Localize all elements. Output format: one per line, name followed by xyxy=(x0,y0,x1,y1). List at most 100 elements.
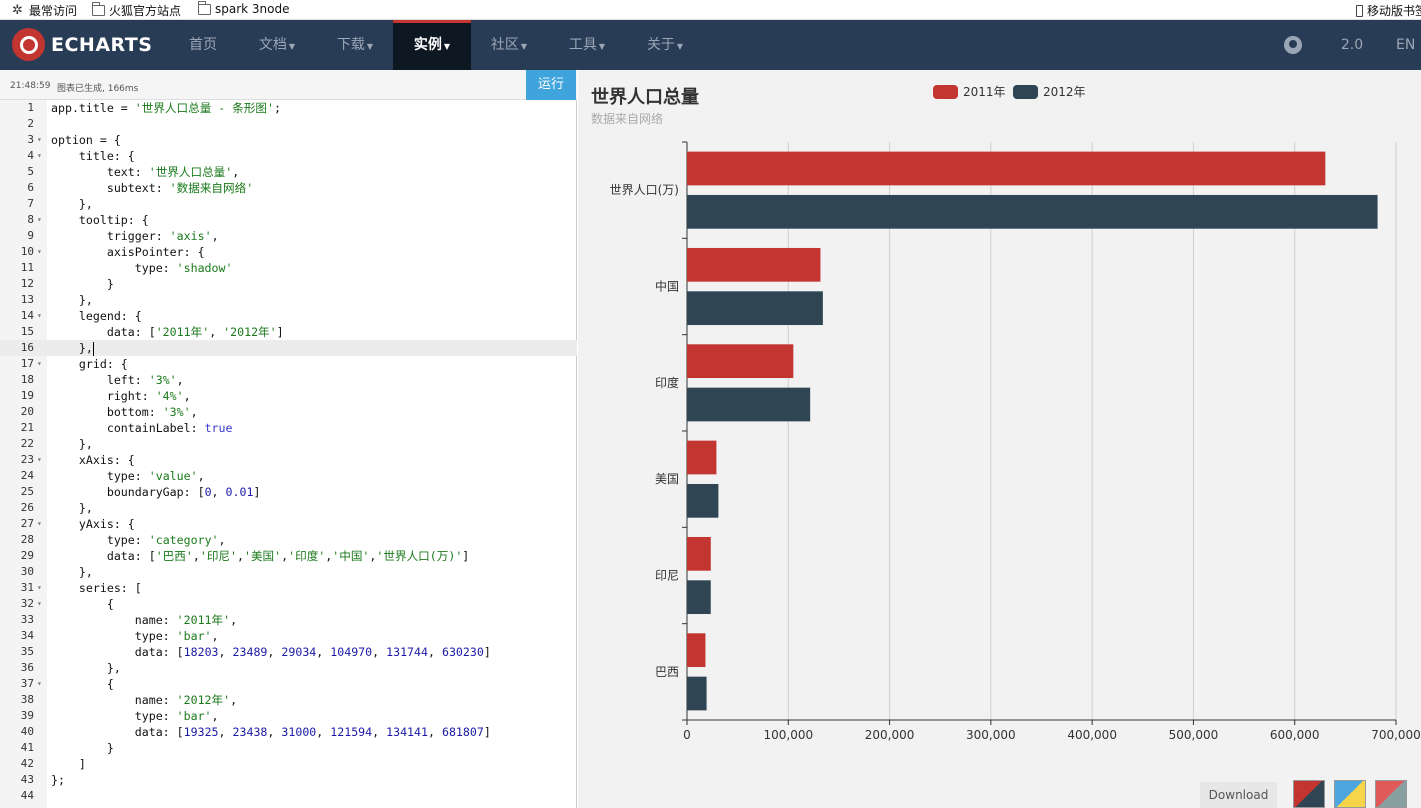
code-line[interactable]: 31 ▾ series: [ xyxy=(0,580,577,596)
code-line[interactable]: 40 data: [19325, 23438, 31000, 121594, 1… xyxy=(0,724,577,740)
theme-light-thumbnail[interactable] xyxy=(1334,780,1366,808)
code-line[interactable]: 23 ▾ xAxis: { xyxy=(0,452,577,468)
code-area[interactable]: 1 app.title = '世界人口总量 - 条形图'; 2 3 ▾ option = … xyxy=(0,100,577,804)
code-line[interactable]: 10 ▾ axisPointer: { xyxy=(0,244,577,260)
bookmark-firefox-site[interactable]: 火狐官方站点 xyxy=(91,2,181,19)
fold-toggle-icon[interactable]: ▾ xyxy=(37,679,42,688)
folder-icon xyxy=(197,0,211,15)
code-line[interactable]: 28 type: 'category', xyxy=(0,532,577,548)
nav-label: 文档 xyxy=(258,37,287,53)
code-line[interactable]: 11 type: 'shadow' xyxy=(0,260,577,276)
code-text: data: ['巴西','印尼','美国','印度','中国','世界人口(万)… xyxy=(51,549,470,563)
code-line[interactable]: 15 data: ['2011年', '2012年'] xyxy=(0,324,577,340)
code-line[interactable]: 33 name: '2011年', xyxy=(0,612,577,628)
code-line[interactable]: 30 }, xyxy=(0,564,577,580)
nav-community[interactable]: 社区 ▼ xyxy=(480,20,538,70)
bar-2012年 xyxy=(687,291,823,326)
fold-toggle-icon[interactable]: ▾ xyxy=(37,311,42,320)
code-line[interactable]: 21 containLabel: true xyxy=(0,420,577,436)
fold-toggle-icon[interactable]: ▾ xyxy=(37,359,42,368)
code-line[interactable]: 14 ▾ legend: { xyxy=(0,308,577,324)
bar-2012年 xyxy=(687,580,711,615)
code-line[interactable]: 32 ▾ { xyxy=(0,596,577,612)
line-number: 41 xyxy=(20,741,34,754)
code-line[interactable]: 2 xyxy=(0,116,577,132)
code-line[interactable]: 42 ] xyxy=(0,756,577,772)
code-line[interactable]: 13 }, xyxy=(0,292,577,308)
language-link[interactable]: EN xyxy=(1396,20,1421,70)
code-line[interactable]: 26 }, xyxy=(0,500,577,516)
line-number: 25 xyxy=(20,485,34,498)
code-line[interactable]: 43}; xyxy=(0,772,577,788)
bookmark-most-visited[interactable]: ✲ 最常访问 xyxy=(12,2,77,19)
theme-dark-thumbnail[interactable] xyxy=(1375,780,1407,808)
line-number: 29 xyxy=(20,549,34,562)
legend-item-2012[interactable]: 2012年 xyxy=(1013,83,1086,100)
code-line[interactable]: 6 subtext: '数据来自网络' xyxy=(0,180,577,196)
code-line[interactable]: 22 }, xyxy=(0,436,577,452)
nav-docs[interactable]: 文档 ▼ xyxy=(248,20,306,70)
code-line[interactable]: 34 type: 'bar', xyxy=(0,628,577,644)
line-number: 27 xyxy=(20,517,34,530)
line-number: 38 xyxy=(20,693,34,706)
code-line[interactable]: 29 data: ['巴西','印尼','美国','印度','中国','世界人口… xyxy=(0,548,577,564)
code-line[interactable]: 3 ▾ option = { xyxy=(0,132,577,148)
bookmark-mobile[interactable]: 移动版书签 xyxy=(1356,2,1421,19)
caret-down-icon: ▼ xyxy=(598,42,606,51)
line-number: 44 xyxy=(20,789,34,802)
fold-toggle-icon[interactable]: ▾ xyxy=(37,135,42,144)
caret-down-icon: ▼ xyxy=(676,42,684,51)
nav-download[interactable]: 下载 ▼ xyxy=(326,20,384,70)
run-button[interactable]: 运行 xyxy=(526,70,576,100)
code-line[interactable]: 18 left: '3%', xyxy=(0,372,577,388)
code-text: ] xyxy=(51,757,86,771)
code-text: title: { xyxy=(51,149,135,163)
code-line[interactable]: 4 ▾ title: { xyxy=(0,148,577,164)
fold-toggle-icon[interactable]: ▾ xyxy=(37,151,42,160)
code-text: grid: { xyxy=(51,357,128,371)
code-line[interactable]: 8 ▾ tooltip: { xyxy=(0,212,577,228)
echarts-logo[interactable]: ECHARTS xyxy=(12,28,152,61)
code-line[interactable]: 1 app.title = '世界人口总量 - 条形图'; xyxy=(0,100,577,116)
code-line[interactable]: 25 boundaryGap: [0, 0.01] xyxy=(0,484,577,500)
code-line[interactable]: 9 trigger: 'axis', xyxy=(0,228,577,244)
code-line[interactable]: 44 xyxy=(0,788,577,804)
fold-toggle-icon[interactable]: ▾ xyxy=(37,455,42,464)
legend-item-2011[interactable]: 2011年 xyxy=(933,83,1006,100)
fold-toggle-icon[interactable]: ▾ xyxy=(37,215,42,224)
line-number: 7 xyxy=(27,197,34,210)
bookmark-spark[interactable]: spark 3node xyxy=(197,0,290,16)
code-line[interactable]: 24 type: 'value', xyxy=(0,468,577,484)
code-text: option = { xyxy=(51,133,121,147)
code-line[interactable]: 36 }, xyxy=(0,660,577,676)
fold-toggle-icon[interactable]: ▾ xyxy=(37,519,42,528)
github-icon[interactable] xyxy=(1284,36,1302,54)
nav-about[interactable]: 关于 ▼ xyxy=(636,20,694,70)
line-number: 26 xyxy=(20,501,34,514)
nav-home[interactable]: 首页 xyxy=(180,20,226,70)
theme-default-thumbnail[interactable] xyxy=(1293,780,1325,808)
code-line[interactable]: 5 text: '世界人口总量', xyxy=(0,164,577,180)
fold-toggle-icon[interactable]: ▾ xyxy=(37,599,42,608)
code-line[interactable]: 38 name: '2012年', xyxy=(0,692,577,708)
code-text: boundaryGap: [0, 0.01] xyxy=(51,485,261,499)
fold-toggle-icon[interactable]: ▾ xyxy=(37,247,42,256)
code-line[interactable]: 37 ▾ { xyxy=(0,676,577,692)
code-line[interactable]: 27 ▾ yAxis: { xyxy=(0,516,577,532)
code-line[interactable]: 16 }, xyxy=(0,340,577,356)
version-link[interactable]: 2.0 xyxy=(1332,20,1372,70)
code-text: type: 'bar', xyxy=(51,709,219,723)
code-line[interactable]: 35 data: [18203, 23489, 29034, 104970, 1… xyxy=(0,644,577,660)
code-line[interactable]: 17 ▾ grid: { xyxy=(0,356,577,372)
code-line[interactable]: 12 } xyxy=(0,276,577,292)
nav-tools[interactable]: 工具 ▼ xyxy=(558,20,616,70)
nav-examples[interactable]: 实例 ▼ xyxy=(393,20,471,70)
code-line[interactable]: 39 type: 'bar', xyxy=(0,708,577,724)
code-line[interactable]: 41 } xyxy=(0,740,577,756)
bookmark-label: 移动版书签 xyxy=(1367,4,1421,18)
code-line[interactable]: 7 }, xyxy=(0,196,577,212)
download-button[interactable]: Download xyxy=(1200,782,1277,808)
code-line[interactable]: 19 right: '4%', xyxy=(0,388,577,404)
fold-toggle-icon[interactable]: ▾ xyxy=(37,583,42,592)
code-line[interactable]: 20 bottom: '3%', xyxy=(0,404,577,420)
